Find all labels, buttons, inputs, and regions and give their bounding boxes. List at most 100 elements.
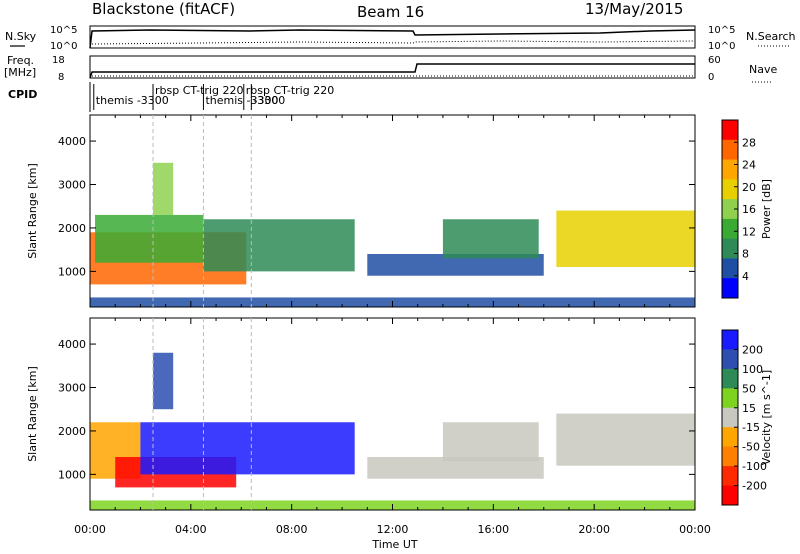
x-tick-label: 00:00 <box>74 523 106 536</box>
y-tick-label: 1000 <box>58 468 86 481</box>
time-axis-ticks: 00:00 04:00 08:00 12:00 16:00 20:00 00:00 <box>74 523 711 536</box>
heatmap-region <box>556 413 695 466</box>
velocity-colorbar-label: Velocity [m s^-1] <box>760 370 773 465</box>
freq-line <box>89 63 695 79</box>
velocity-panel: 1000 2000 3000 4000 Slant Range [km] <box>26 317 696 511</box>
freq-left-tick-low: 8 <box>58 72 64 83</box>
velocity-colorbar-tick-label: -15 <box>742 421 760 434</box>
velocity-colorbar: 200 100 50 15 -15 -50 -100 -200 Velocity [m s^-1… <box>721 329 773 506</box>
y-tick-label: 2000 <box>58 222 86 235</box>
freq-right-tick-high: 60 <box>708 55 721 66</box>
y-axis-label: Slant Range [km] <box>26 366 39 462</box>
freq-right-tick-low: 0 <box>708 72 714 83</box>
y-tick-label: 3000 <box>58 179 86 192</box>
heatmap-region <box>140 422 355 475</box>
velocity-colorbar-tick-label: -200 <box>742 480 767 493</box>
nsky-label: N.Sky <box>5 30 37 43</box>
velocity-colorbar-swatch <box>722 349 738 370</box>
heatmap-region <box>442 422 539 462</box>
heatmap-region <box>367 457 544 479</box>
x-tick-label: 16:00 <box>477 523 509 536</box>
freq-panel: 18 8 60 0 <box>52 55 721 83</box>
nave-label: Nave <box>749 63 777 76</box>
freq-label-1: Freq. <box>7 54 34 67</box>
noise-panel: 10^5 10^0 10^5 10^0 <box>50 25 735 52</box>
nsky-line <box>89 29 696 49</box>
heatmap-region <box>95 214 204 263</box>
noise-right-tick-low: 10^0 <box>708 41 735 52</box>
power-colorbar-swatch <box>722 258 738 279</box>
velocity-colorbar-swatch <box>722 427 738 448</box>
heatmap-region <box>367 254 544 276</box>
freq-panel-frame <box>89 55 696 79</box>
velocity-colorbar-tick-label: -50 <box>742 441 760 454</box>
power-colorbar-swatch <box>722 278 738 299</box>
y-axis-label: Slant Range [km] <box>26 163 39 259</box>
x-tick-label: 04:00 <box>175 523 207 536</box>
nsearch-line <box>91 40 696 45</box>
cpid-text: themis -3300 <box>205 94 278 107</box>
power-colorbar-tick-label: 16 <box>742 203 756 216</box>
velocity-colorbar-tick-label: -100 <box>742 460 767 473</box>
x-tick-label: 00:00 <box>679 523 711 536</box>
power-colorbar: 28 24 20 16 12 8 4 Power [dB] <box>721 119 773 299</box>
y-tick-label: 1000 <box>58 265 86 278</box>
velocity-colorbar-swatch <box>722 446 738 467</box>
power-colorbar-label: Power [dB] <box>760 179 773 239</box>
noise-left-tick-high: 10^5 <box>50 25 77 36</box>
power-colorbar-tick-label: 12 <box>742 225 756 238</box>
x-tick-label: 20:00 <box>578 523 610 536</box>
power-colorbar-tick-label: 4 <box>742 270 749 283</box>
y-tick-label: 3000 <box>58 382 86 395</box>
cpid-text: rbsp CT-trig 220 <box>246 84 334 97</box>
cpid-label: CPID <box>8 88 37 101</box>
power-colorbar-swatch <box>722 218 738 240</box>
heatmap-region <box>442 219 539 259</box>
power-colorbar-tick-label: 28 <box>742 136 756 149</box>
heatmap-region <box>203 219 355 272</box>
cpid-text: themis -3300 <box>96 94 169 107</box>
x-tick-label: 08:00 <box>276 523 308 536</box>
heatmap-region <box>153 162 174 215</box>
velocity-colorbar-swatch <box>722 388 738 409</box>
velocity-colorbar-tick-label: 50 <box>742 382 756 395</box>
power-colorbar-swatch <box>722 120 738 141</box>
cpid-text: -3300 <box>253 94 285 107</box>
y-tick-label: 4000 <box>58 135 86 148</box>
station-title: Blackstone (fitACF) <box>92 0 235 18</box>
noise-panel-frame <box>89 25 696 49</box>
power-colorbar-swatch <box>722 179 738 200</box>
velocity-colorbar-swatch <box>722 466 738 487</box>
freq-left-tick-high: 18 <box>52 55 65 66</box>
date-label: 13/May/2015 <box>585 0 683 18</box>
power-colorbar-swatch <box>722 238 738 259</box>
velocity-colorbar-tick-label: 100 <box>742 363 763 376</box>
heatmap-region <box>556 210 695 268</box>
noise-left-tick-low: 10^0 <box>50 41 77 52</box>
power-colorbar-swatch <box>722 139 738 161</box>
power-colorbar-tick-label: 8 <box>742 248 749 261</box>
power-colorbar-tick-label: 20 <box>742 181 756 194</box>
heatmap-region <box>153 352 174 410</box>
beam-label: Beam 16 <box>357 3 424 21</box>
velocity-colorbar-swatch <box>722 368 738 389</box>
x-tick-label: 12:00 <box>377 523 409 536</box>
power-colorbar-tick-label: 24 <box>742 159 756 172</box>
velocity-colorbar-tick-label: 15 <box>742 402 756 415</box>
cpid-text: rbsp CT-trig 220 <box>155 84 243 97</box>
velocity-colorbar-tick-label: 200 <box>742 343 763 356</box>
noise-right-tick-high: 10^5 <box>708 25 735 36</box>
velocity-colorbar-frame <box>721 329 739 506</box>
power-panel: 1000 2000 3000 4000 Slant Range [km] <box>26 114 696 308</box>
velocity-colorbar-swatch <box>722 407 738 428</box>
power-colorbar-swatch <box>722 159 738 180</box>
y-tick-label: 4000 <box>58 338 86 351</box>
freq-label-2: [MHz] <box>4 66 36 79</box>
y-tick-label: 2000 <box>58 425 86 438</box>
velocity-colorbar-swatch <box>722 330 738 350</box>
time-axis-label: Time UT <box>371 538 417 551</box>
power-colorbar-swatch <box>722 199 738 220</box>
velocity-colorbar-swatch <box>722 485 738 506</box>
